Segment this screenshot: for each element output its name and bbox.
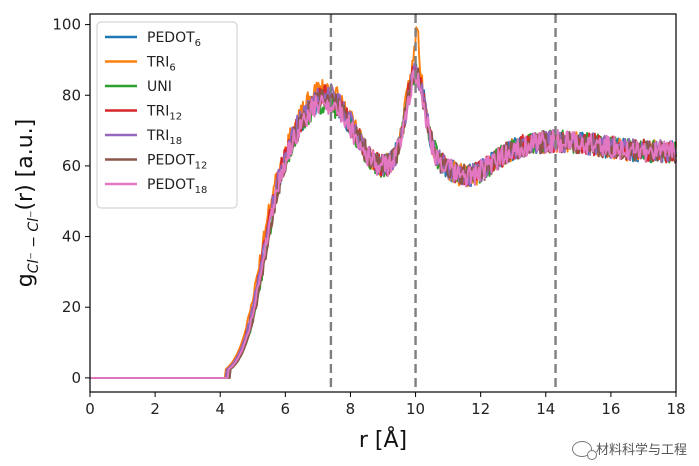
x-tick-label-2: 4 — [215, 400, 225, 418]
legend-entry-5: PEDOT12 — [147, 153, 207, 172]
legend-entry-2: UNI — [147, 79, 172, 95]
x-tick-label-5: 10 — [406, 400, 425, 418]
tick-layer: 0 2 4 6 8 10 12 14 16 18 0 20 40 60 80 100 — [52, 16, 685, 418]
legend-entry-1: TRI6 — [146, 55, 176, 74]
y-tick-label-4: 80 — [62, 86, 81, 104]
legend-entry-0: PEDOT6 — [147, 30, 201, 49]
y-axis-title: gCl⁻ − Cl⁻(r) [a.u.] — [13, 119, 42, 288]
x-tick-label-8: 16 — [601, 400, 620, 418]
x-tick-label-9: 18 — [666, 400, 685, 418]
y-axis-title-main: g — [13, 273, 38, 287]
y-tick-label-3: 60 — [62, 157, 81, 175]
wechat-icon — [571, 440, 597, 460]
series-layer — [90, 26, 677, 379]
legend-box — [96, 21, 238, 209]
x-tick-label-1: 2 — [150, 400, 160, 418]
vline-layer — [329, 14, 557, 392]
watermark: 材料科学与工程 — [571, 439, 687, 460]
x-tick-label-6: 12 — [471, 400, 490, 418]
x-tick-label-7: 14 — [536, 400, 555, 418]
x-axis-title: r [Å] — [359, 426, 407, 453]
y-tick-label-0: 0 — [71, 369, 81, 387]
legend: PEDOT6 TRI6 UNI TRI12 TRI18 PEDOT12 PEDOT18 — [96, 21, 238, 209]
series-line-6 — [90, 69, 677, 379]
y-tick-label-1: 20 — [62, 298, 81, 316]
x-tick-label-0: 0 — [85, 400, 95, 418]
y-tick-label-5: 100 — [52, 16, 81, 34]
plot-frame — [89, 13, 677, 393]
legend-entry-3: TRI12 — [146, 104, 182, 123]
y-axis-title-sub: Cl⁻ − Cl⁻ — [26, 211, 42, 274]
x-tick-label-4: 8 — [346, 400, 356, 418]
y-tick-label-2: 40 — [62, 228, 81, 246]
x-tick-label-3: 6 — [281, 400, 291, 418]
legend-entry-6: PEDOT18 — [147, 177, 207, 196]
y-axis-title-tail: (r) [a.u.] — [13, 119, 38, 211]
watermark-text: 材料科学与工程 — [595, 443, 687, 458]
legend-entry-4: TRI18 — [146, 128, 182, 147]
